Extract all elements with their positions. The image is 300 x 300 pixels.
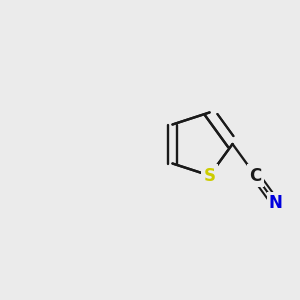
Text: S: S	[204, 167, 216, 184]
Text: N: N	[269, 194, 283, 212]
Text: S: S	[204, 167, 216, 184]
Text: C: C	[249, 167, 262, 184]
